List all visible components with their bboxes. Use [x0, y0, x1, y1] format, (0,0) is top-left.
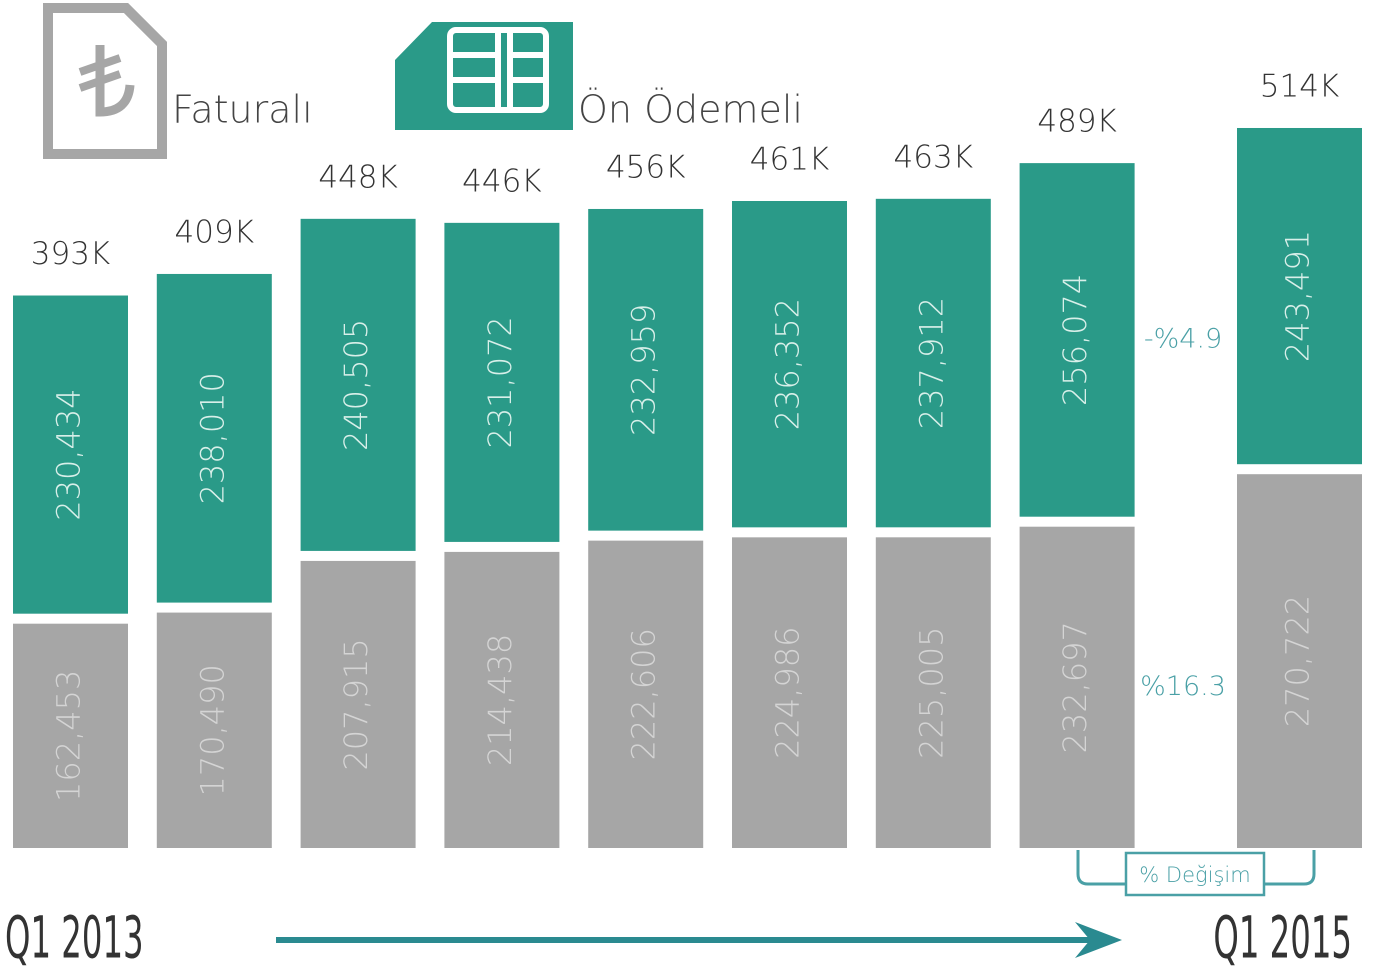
x-tick-label: Q1 2013 — [5, 905, 144, 972]
value-label: 207,915 — [337, 638, 375, 770]
legend-label: Ön Ödemeli — [578, 88, 803, 132]
value-label: 243,491 — [1279, 230, 1317, 362]
total-label: 514K — [1260, 68, 1340, 104]
total-label: 463K — [894, 139, 974, 175]
value-label: 224,986 — [769, 627, 807, 759]
change-label: %16.3 — [1140, 671, 1226, 702]
prepaid-icon — [395, 22, 573, 130]
value-label: 170,490 — [193, 664, 231, 796]
bar-segment — [1237, 127, 1362, 465]
x-tick-label: Q1 2015 — [1213, 905, 1352, 972]
bar-segment — [444, 551, 560, 848]
bar-segment — [1237, 474, 1362, 848]
value-label: 230,434 — [50, 388, 88, 520]
bar-segment — [156, 612, 272, 848]
total-label: 446K — [462, 163, 542, 199]
bar-segment — [300, 560, 416, 848]
bar-segment — [1019, 163, 1135, 517]
value-label: 225,005 — [912, 626, 950, 758]
value-label: 240,505 — [337, 319, 375, 451]
bar-segment — [13, 295, 128, 614]
value-label: 232,697 — [1056, 621, 1094, 753]
total-label: 448K — [318, 159, 398, 195]
change-label: -%4.9 — [1144, 323, 1222, 354]
bar-segment — [13, 623, 128, 848]
arrowhead — [1075, 922, 1122, 958]
bar-segment — [588, 208, 704, 531]
value-label: 236,352 — [769, 298, 807, 430]
value-label: 256,074 — [1056, 274, 1094, 406]
value-label: 162,453 — [50, 670, 88, 802]
total-label: 461K — [750, 141, 830, 177]
bar-segment — [156, 273, 272, 603]
bracket — [1076, 850, 1316, 886]
total-label: 456K — [606, 149, 686, 185]
bar-segment — [444, 222, 560, 542]
value-label: 222,606 — [625, 628, 663, 760]
bar-segment — [875, 198, 991, 528]
change-box — [1124, 851, 1266, 897]
change-title: % Değişim — [1139, 863, 1250, 887]
legend-label: Faturalı — [172, 88, 313, 132]
bar-segment — [875, 537, 991, 848]
value-label: 231,072 — [481, 316, 519, 448]
value-label: 214,438 — [481, 634, 519, 766]
value-label: 237,912 — [912, 297, 950, 429]
bar-segment — [732, 200, 847, 528]
value-label: 238,010 — [193, 372, 231, 504]
bar-segment — [1019, 526, 1135, 848]
value-label: 232,959 — [625, 304, 663, 436]
bar-segment — [732, 537, 847, 848]
value-label: 270,722 — [1279, 595, 1317, 727]
postpaid-icon — [43, 3, 167, 159]
total-label: 489K — [1037, 104, 1117, 140]
bar-segment — [588, 540, 704, 848]
total-label: 393K — [31, 236, 111, 272]
bar-segment — [300, 218, 416, 551]
total-label: 409K — [175, 214, 255, 250]
